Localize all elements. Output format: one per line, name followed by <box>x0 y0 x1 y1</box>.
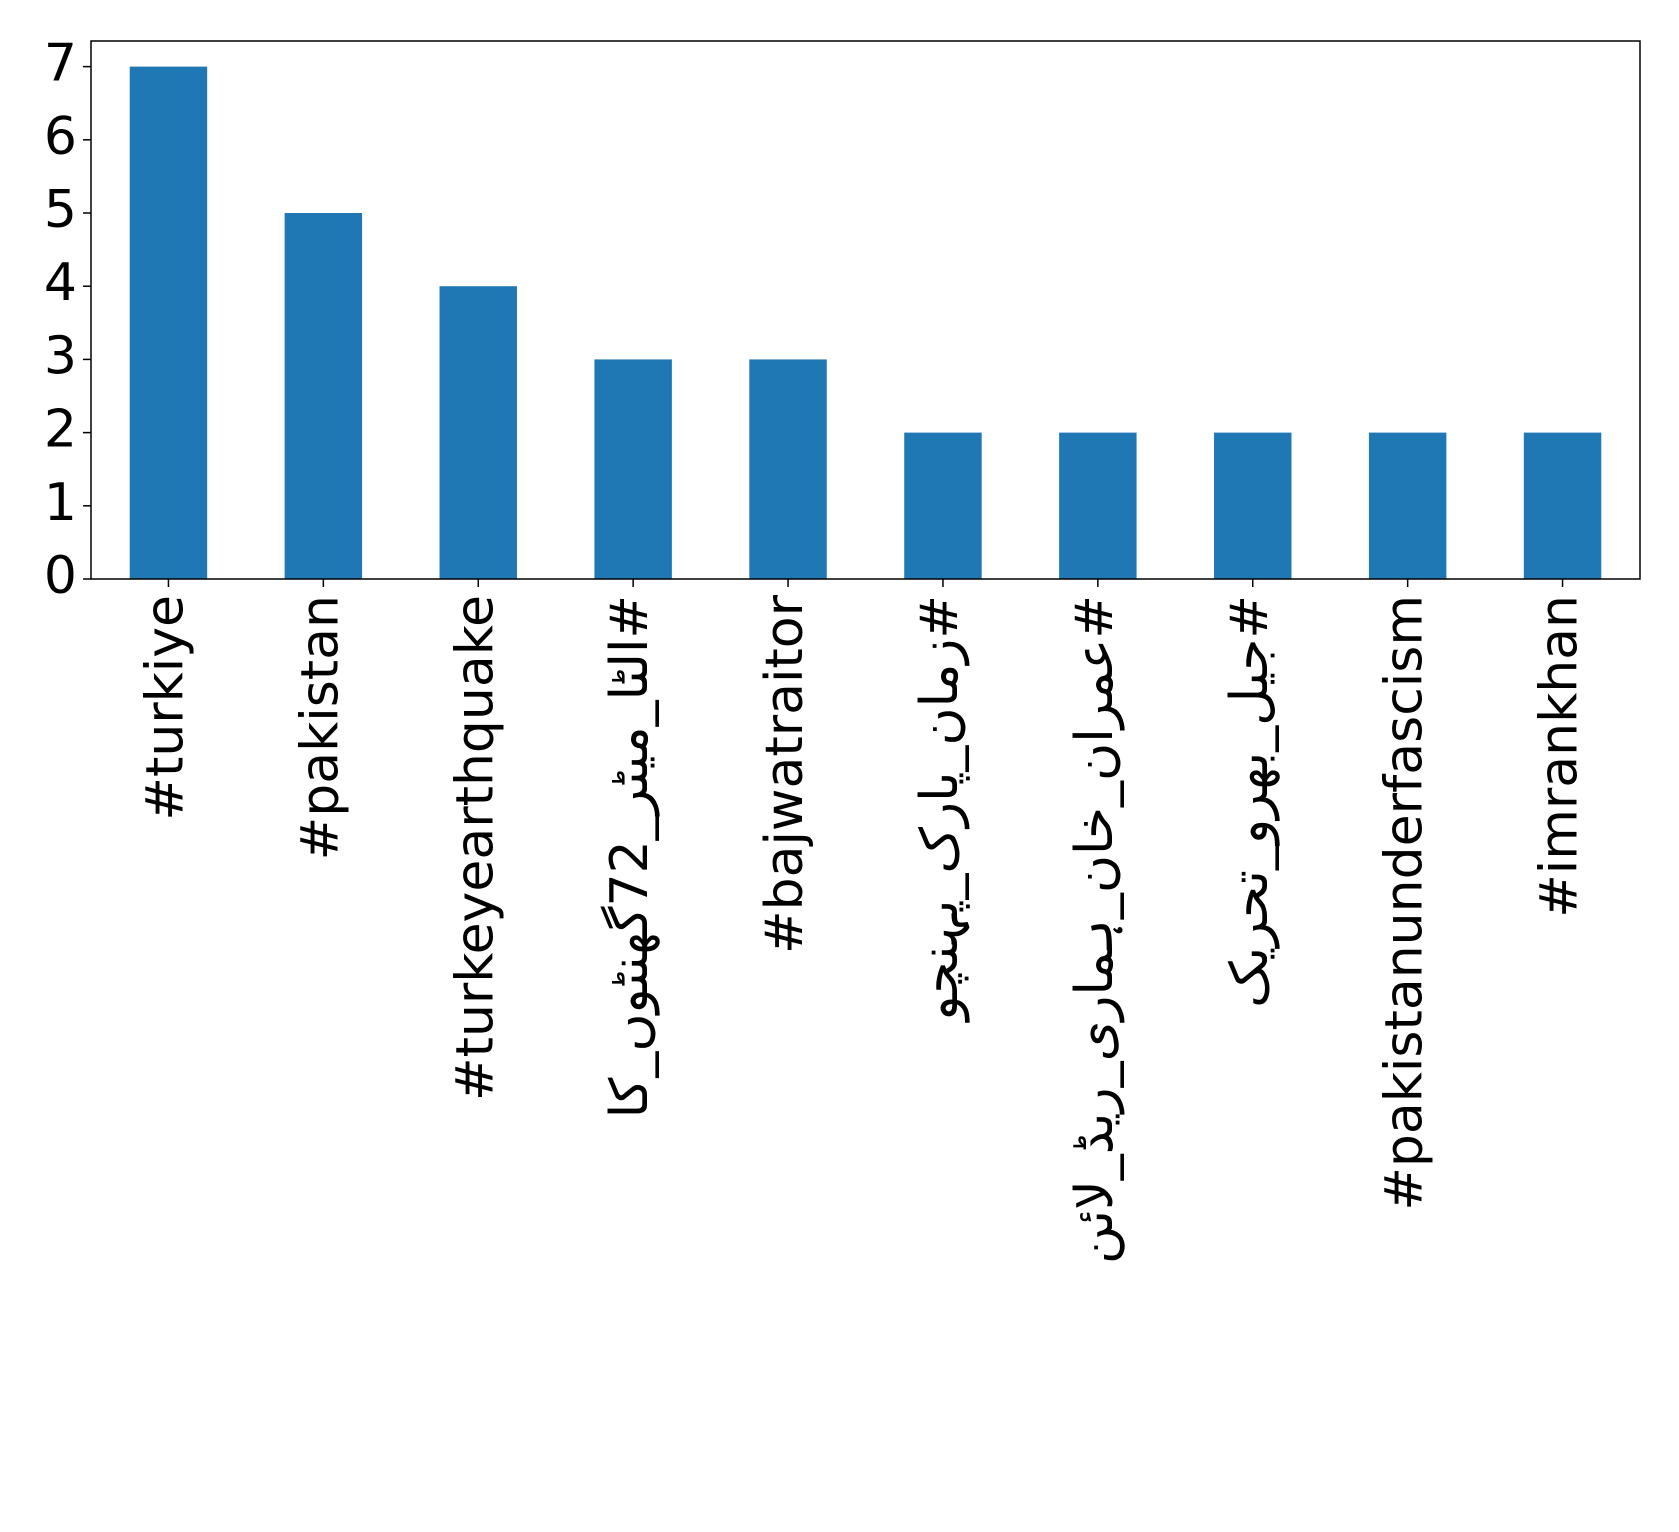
bar <box>439 286 517 579</box>
x-tick-label: #imrankhan <box>1530 595 1590 918</box>
bar <box>594 359 672 579</box>
y-tick-label: 2 <box>44 400 77 460</box>
x-tick-label: #جیل_بھرو_تحریک <box>1220 595 1280 1008</box>
plot-frame <box>90 40 1641 580</box>
bar <box>1059 432 1137 579</box>
x-tick-label: #bajwatraitor <box>755 594 815 954</box>
x-tick-label: #pakistanunderfascism <box>1375 595 1435 1211</box>
x-tick-label: #عمران_خان_ہماری_ریڈ_لائن <box>1065 595 1125 1264</box>
x-tick-label: #زمان_پارک_پہنچو <box>910 595 970 1024</box>
x-tick-label: #turkiye <box>135 595 195 821</box>
bar <box>749 359 827 579</box>
x-tick-label: #الٹا_میٹر_72گھنٹوں_کا <box>600 595 660 1118</box>
y-tick-label: 1 <box>44 473 77 533</box>
x-tick-label: #turkeyearthquake <box>445 595 505 1101</box>
y-tick-label: 7 <box>44 34 77 94</box>
bar <box>904 432 982 579</box>
y-tick-label: 0 <box>44 546 77 606</box>
y-tick-label: 5 <box>44 180 77 240</box>
bar <box>1214 432 1292 579</box>
bar <box>1523 432 1602 579</box>
y-tick-label: 3 <box>44 326 77 386</box>
y-tick-label: 4 <box>44 253 77 313</box>
bar <box>1368 432 1447 579</box>
bar <box>129 66 208 580</box>
y-tick-label: 6 <box>44 107 77 167</box>
x-tick-label: #pakistan <box>290 595 350 860</box>
bar <box>284 213 363 579</box>
